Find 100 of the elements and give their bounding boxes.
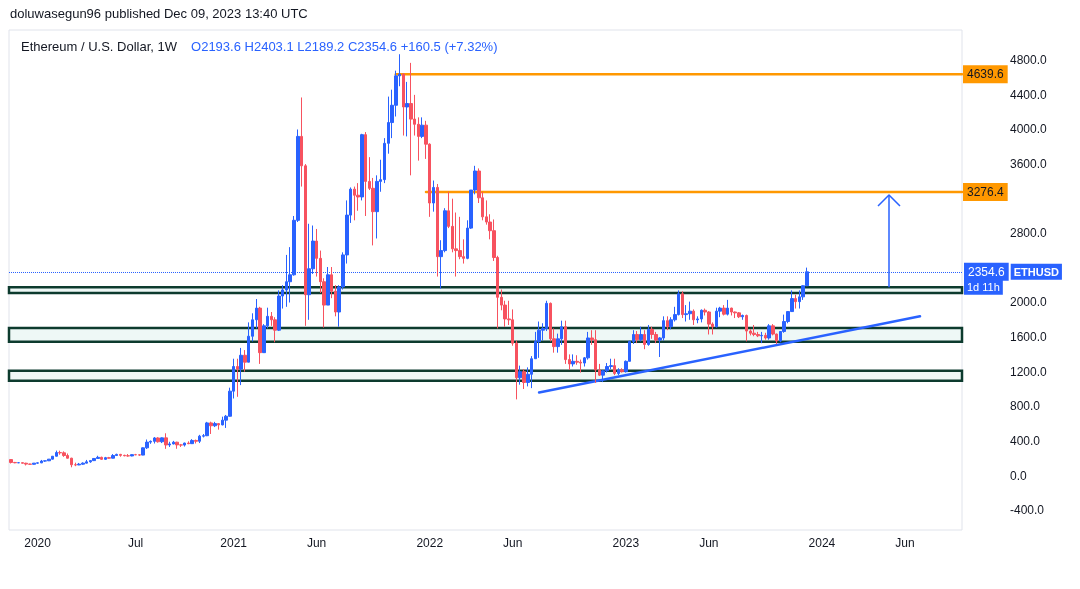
candlestick bbox=[126, 453, 130, 458]
x-tick-label: 2023 bbox=[612, 536, 640, 550]
x-tick-label: Jun bbox=[699, 536, 719, 550]
candlestick bbox=[518, 365, 522, 386]
candlestick bbox=[92, 457, 96, 462]
candlestick bbox=[405, 81, 409, 137]
candlestick bbox=[726, 299, 729, 316]
candlestick bbox=[277, 289, 281, 332]
x-tick-label: Jun bbox=[895, 536, 915, 550]
candlestick bbox=[767, 323, 771, 341]
y-tick-label: 2000.0 bbox=[1010, 295, 1048, 310]
candlestick bbox=[620, 367, 624, 374]
candlestick bbox=[654, 331, 658, 344]
data-label: 3276.4 bbox=[967, 185, 1005, 200]
y-tick-label: 1200.0 bbox=[1010, 364, 1048, 379]
candlestick bbox=[164, 432, 168, 450]
x-tick-label: 2020 bbox=[24, 536, 52, 550]
candlestick bbox=[681, 290, 684, 319]
y-tick-label: 2800.0 bbox=[1010, 226, 1048, 241]
candlestick bbox=[81, 461, 85, 466]
candlestick bbox=[537, 321, 541, 359]
text: doluwasegun96 published Dec 09, 2023 13:40 UTC bbox=[10, 6, 308, 21]
candlestick bbox=[107, 456, 111, 460]
candlestick bbox=[733, 311, 737, 319]
candlestick bbox=[722, 304, 726, 316]
candlestick bbox=[617, 367, 620, 376]
y-tick-label: 3600.0 bbox=[1010, 157, 1048, 172]
candlestick bbox=[156, 436, 160, 444]
candlestick bbox=[273, 316, 277, 343]
candlestick bbox=[571, 353, 575, 368]
candlestick bbox=[194, 439, 198, 444]
candlestick bbox=[89, 459, 92, 464]
candlestick bbox=[643, 329, 646, 350]
candlestick bbox=[55, 450, 58, 457]
candlestick bbox=[138, 453, 141, 457]
candlestick bbox=[360, 133, 364, 201]
candlestick bbox=[179, 443, 183, 448]
text: Ethereum / U.S. Dollar, 1W bbox=[21, 39, 178, 54]
candlestick bbox=[609, 358, 613, 370]
candlestick bbox=[707, 310, 711, 335]
candlestick bbox=[85, 459, 88, 464]
candlestick bbox=[700, 308, 703, 323]
y-tick-label: 4800.0 bbox=[1010, 53, 1048, 68]
text: 1d 11h bbox=[967, 280, 1000, 293]
candlestick bbox=[794, 294, 797, 310]
candlestick bbox=[58, 450, 62, 456]
x-tick-label: Jun bbox=[306, 536, 327, 550]
candlestick bbox=[432, 180, 435, 213]
candlestick bbox=[111, 453, 115, 459]
candlestick bbox=[239, 347, 243, 386]
candlestick bbox=[70, 457, 73, 468]
x-tick-label: Jun bbox=[503, 536, 523, 550]
x-tick-label: 2022 bbox=[416, 536, 444, 550]
candlestick bbox=[635, 330, 639, 344]
candlestick bbox=[183, 442, 186, 448]
candlestick bbox=[522, 368, 526, 390]
candlestick bbox=[647, 324, 650, 347]
candlestick bbox=[187, 440, 190, 445]
x-tick-label: 2021 bbox=[220, 536, 248, 550]
candlestick bbox=[764, 332, 767, 341]
candlestick bbox=[353, 186, 356, 221]
candlestick bbox=[243, 349, 247, 373]
candlestick bbox=[168, 441, 171, 448]
candlestick bbox=[798, 289, 801, 310]
x-tick-label: 2024 bbox=[808, 536, 836, 550]
candlestick bbox=[134, 453, 137, 456]
candlestick bbox=[9, 458, 13, 464]
y-tick-label: -400.0 bbox=[1010, 503, 1045, 518]
candlestick bbox=[40, 459, 43, 464]
candlestick bbox=[153, 436, 156, 444]
candlestick bbox=[402, 72, 405, 137]
candlestick bbox=[730, 307, 733, 316]
candlestick bbox=[579, 359, 582, 374]
candlestick bbox=[172, 440, 175, 445]
y-tick-label: 800.0 bbox=[1010, 399, 1041, 414]
candlestick bbox=[160, 436, 164, 444]
candlestick bbox=[24, 462, 28, 466]
candlestick bbox=[149, 439, 152, 445]
text: ETHUSD bbox=[1013, 265, 1059, 278]
candlestick bbox=[258, 306, 262, 365]
candlestick bbox=[436, 183, 439, 278]
data-label: 4639.6 bbox=[967, 67, 1005, 82]
candlestick bbox=[43, 460, 47, 463]
candlestick bbox=[760, 331, 763, 344]
candlestick bbox=[613, 358, 616, 376]
candlestick bbox=[409, 62, 413, 176]
candlestick bbox=[77, 462, 81, 466]
candlestick bbox=[74, 462, 77, 467]
y-tick-label: 4000.0 bbox=[1010, 122, 1048, 137]
candlestick bbox=[119, 453, 122, 458]
candlestick bbox=[741, 314, 744, 321]
ref-line-label: 2354.6 bbox=[968, 264, 1006, 279]
candlestick bbox=[198, 434, 201, 444]
candlestick bbox=[96, 455, 100, 460]
candlestick bbox=[51, 455, 54, 460]
candlestick bbox=[28, 463, 32, 466]
candlestick bbox=[594, 329, 597, 384]
x-tick-label: Jul bbox=[127, 536, 144, 550]
candlestick bbox=[104, 456, 107, 461]
candlestick bbox=[175, 441, 179, 450]
